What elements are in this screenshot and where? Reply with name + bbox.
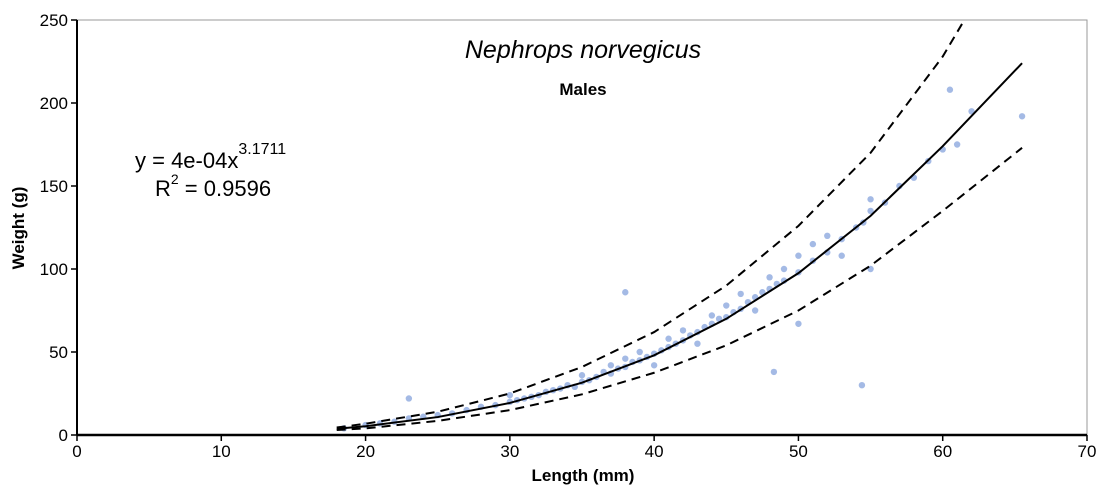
interval-line — [336, 147, 1023, 432]
point — [679, 327, 687, 334]
x-tick-label: 60 — [933, 442, 952, 461]
point — [650, 362, 658, 369]
point — [946, 86, 954, 93]
x-tick-label: 20 — [356, 442, 375, 461]
x-tick-label: 40 — [645, 442, 664, 461]
y-tick-label: 200 — [40, 94, 68, 113]
point — [708, 312, 716, 319]
y-tick-label: 100 — [40, 260, 68, 279]
y-axis-label: Weight (g) — [9, 187, 28, 270]
point — [795, 252, 802, 259]
equation-text: y = 4e-04x — [135, 148, 238, 173]
x-axis-label: Length (mm) — [532, 466, 635, 485]
point — [795, 320, 802, 327]
y-tick-label: 0 — [59, 426, 68, 445]
point — [858, 382, 866, 389]
point — [607, 362, 615, 369]
chart-title: Nephrops norvegicus — [465, 36, 701, 64]
x-tick-label: 0 — [72, 442, 81, 461]
interval-line — [336, 19, 966, 429]
point — [824, 232, 831, 239]
x-tick-label: 50 — [789, 442, 808, 461]
y-tick-label: 150 — [40, 177, 68, 196]
r-text: R — [155, 176, 171, 201]
point — [770, 368, 778, 376]
point — [766, 274, 773, 281]
point — [694, 340, 701, 347]
x-tick-label: 10 — [212, 442, 231, 461]
point — [622, 355, 629, 362]
point — [780, 265, 788, 273]
chart-subtitle: Males — [559, 80, 606, 99]
x-tick-label: 70 — [1078, 442, 1097, 461]
point — [622, 289, 629, 296]
point — [405, 395, 413, 402]
point — [578, 372, 586, 379]
r-exponent: 2 — [171, 171, 179, 187]
equation: y = 4e-04x3.1711 — [135, 141, 286, 173]
point — [723, 302, 730, 309]
point — [838, 252, 845, 259]
x-tick-label: 30 — [500, 442, 519, 461]
point — [1018, 113, 1026, 120]
point — [953, 141, 961, 148]
y-tick-label: 50 — [49, 343, 68, 362]
equation-exponent: 3.1711 — [238, 141, 286, 158]
y-tick-label: 250 — [40, 11, 68, 30]
fit-line — [336, 62, 1023, 430]
point — [751, 307, 759, 314]
r-squared: R2 = 0.9596 — [155, 171, 271, 201]
point — [809, 240, 817, 248]
point — [665, 335, 672, 342]
point — [867, 196, 874, 203]
r-value: = 0.9596 — [179, 176, 271, 201]
point — [636, 348, 643, 356]
point — [737, 290, 744, 298]
point — [506, 391, 514, 399]
point — [867, 207, 874, 215]
point — [715, 315, 723, 322]
